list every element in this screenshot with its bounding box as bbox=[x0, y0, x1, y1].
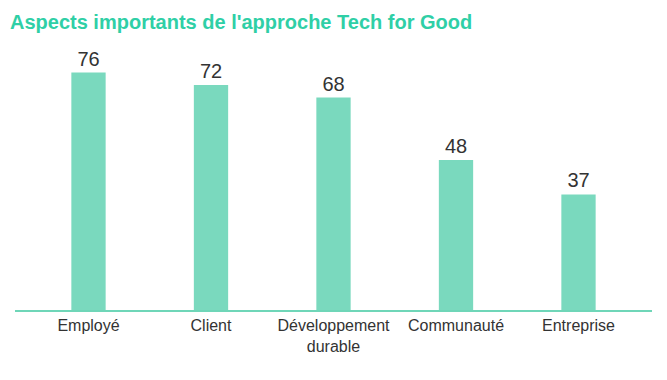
svg-text:Entreprise: Entreprise bbox=[542, 317, 615, 334]
svg-text:37: 37 bbox=[567, 169, 589, 191]
svg-text:68: 68 bbox=[322, 73, 344, 95]
svg-text:Employé: Employé bbox=[57, 317, 119, 334]
svg-text:76: 76 bbox=[77, 48, 99, 70]
svg-text:Développementdurable: Développementdurable bbox=[277, 317, 390, 355]
svg-text:Client: Client bbox=[191, 317, 232, 334]
svg-text:Communauté: Communauté bbox=[408, 317, 504, 334]
svg-text:48: 48 bbox=[445, 135, 467, 157]
svg-text:72: 72 bbox=[200, 60, 222, 82]
svg-text:Aspects importants de l'approc: Aspects importants de l'approche Tech fo… bbox=[10, 11, 472, 33]
